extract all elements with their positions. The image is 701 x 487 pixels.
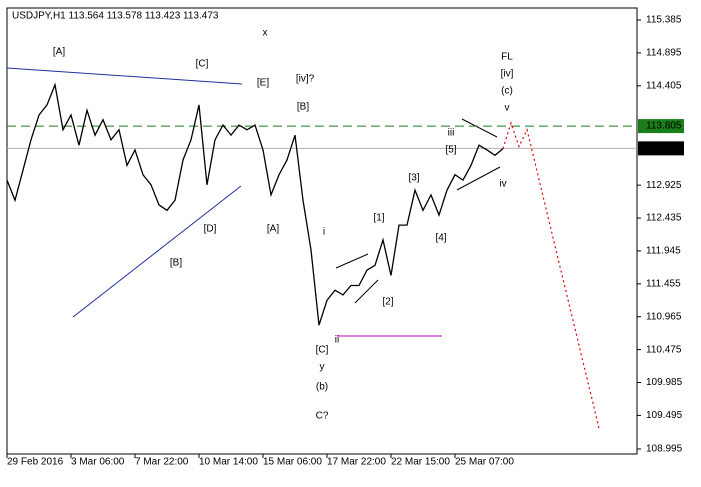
wave-label: [B] [170, 258, 182, 269]
y-tick-label: 110.475 [646, 344, 682, 355]
y-tick-label: 109.985 [646, 377, 683, 388]
x-tick-label: 10 Mar 14:00 [199, 457, 258, 468]
wave-label: [4] [435, 233, 446, 244]
wave-label: y [320, 362, 325, 373]
wave-label: [C] [196, 59, 209, 70]
price-line [502, 121, 600, 429]
wave-label: [A] [267, 224, 279, 235]
wave-label: (b) [316, 382, 328, 393]
wave-label: v [505, 103, 510, 114]
wave-label: iv [499, 179, 506, 190]
wave-label: iii [448, 128, 455, 139]
trend-line [335, 253, 369, 269]
y-tick-label: 111.945 [646, 246, 681, 257]
wave-label: [3] [408, 173, 419, 184]
wave-label: [A] [53, 47, 65, 58]
level-box [638, 141, 684, 156]
trend-line [72, 185, 242, 318]
y-tick-label: 108.995 [646, 444, 683, 455]
wave-label: [C] [316, 345, 329, 356]
wave-label: [D] [204, 224, 217, 235]
y-tick-label: 114.405 [646, 80, 682, 91]
y-tick-label: 112.435 [646, 213, 682, 224]
wave-label: [5] [445, 145, 456, 156]
wave-label: [2] [382, 297, 393, 308]
plot-frame [6, 7, 638, 455]
wave-label: [iv]? [296, 74, 315, 85]
y-tick-label: 111.455 [646, 278, 681, 289]
wave-label: ii [335, 335, 339, 346]
y-tick-label: 109.495 [646, 410, 683, 421]
y-tick-label: 115.385 [646, 15, 682, 26]
wave-label: FL [501, 52, 513, 63]
level-label: 113.473 [646, 143, 682, 154]
level-label: 113.805 [646, 121, 682, 132]
trend-line [354, 279, 379, 304]
trend-line [6, 67, 243, 85]
wave-label: [B] [297, 102, 309, 113]
wave-label: [iv] [501, 69, 514, 80]
price-line [6, 82, 504, 326]
x-tick-label: 3 Mar 06:00 [71, 457, 125, 468]
y-tick-label: 112.925 [646, 180, 682, 191]
trend-line [461, 118, 498, 138]
wave-label: (c) [501, 86, 513, 97]
wave-label: C? [316, 411, 329, 422]
chart-title: USDJPY,H1 113.564 113.578 113.423 113.47… [12, 11, 219, 22]
trend-line [456, 166, 501, 191]
x-tick-label: 15 Mar 06:00 [263, 457, 322, 468]
wave-label: [E] [257, 78, 269, 89]
wave-label: i [323, 227, 325, 238]
x-tick-label: 25 Mar 07:00 [455, 457, 514, 468]
x-tick-label: 17 Mar 22:00 [327, 457, 386, 468]
x-tick-label: 22 Mar 15:00 [391, 457, 450, 468]
wave-label: x [263, 28, 268, 39]
y-tick-label: 110.965 [646, 311, 682, 322]
x-tick-label: 7 Mar 22:00 [135, 457, 189, 468]
x-tick-label: 29 Feb 2016 [7, 457, 64, 468]
y-tick-label: 114.895 [646, 48, 682, 59]
wave-label: [1] [373, 213, 384, 224]
level-box [638, 119, 684, 134]
